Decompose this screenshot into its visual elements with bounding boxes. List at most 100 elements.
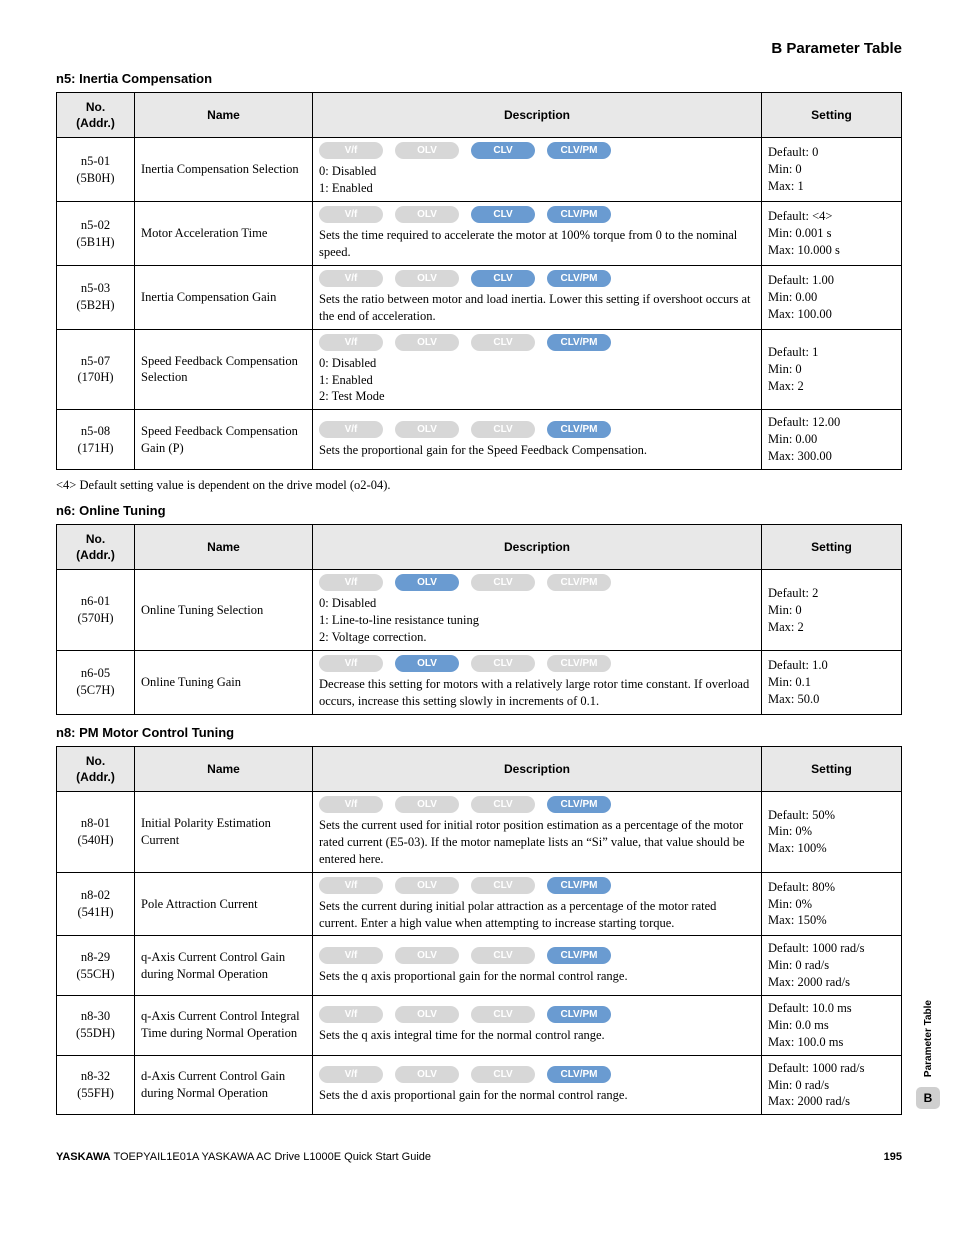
- mode-badge: CLV/PM: [547, 421, 611, 438]
- col-no: No.(Addr.): [57, 746, 135, 791]
- table-row: n8-29(55CH)q-Axis Current Control Gain d…: [57, 936, 902, 996]
- table-row: n6-01(570H)Online Tuning SelectionV/fOLV…: [57, 570, 902, 651]
- param-no: n5-03(5B2H): [57, 265, 135, 329]
- mode-badge: OLV: [395, 655, 459, 672]
- table-row: n5-08(171H)Speed Feedback Compensation G…: [57, 410, 902, 470]
- param-name: q-Axis Current Control Integral Time dur…: [135, 996, 313, 1056]
- table-row: n5-01(5B0H)Inertia Compensation Selectio…: [57, 138, 902, 202]
- mode-badge: OLV: [395, 421, 459, 438]
- param-setting: Default: 0Min: 0Max: 1: [762, 138, 902, 202]
- param-setting: Default: <4>Min: 0.001 sMax: 10.000 s: [762, 202, 902, 266]
- param-description: V/fOLVCLVCLV/PMDecrease this setting for…: [313, 650, 762, 714]
- table-row: n5-02(5B1H)Motor Acceleration TimeV/fOLV…: [57, 202, 902, 266]
- mode-badge: OLV: [395, 142, 459, 159]
- col-desc: Description: [313, 524, 762, 569]
- param-no: n8-02(541H): [57, 872, 135, 936]
- param-setting: Default: 12.00Min: 0.00Max: 300.00: [762, 410, 902, 470]
- param-name: Online Tuning Selection: [135, 570, 313, 651]
- mode-badge: V/f: [319, 1066, 383, 1083]
- param-desc-text: 0: Disabled1: Line-to-line resistance tu…: [319, 595, 755, 646]
- param-name: Online Tuning Gain: [135, 650, 313, 714]
- mode-badge: V/f: [319, 796, 383, 813]
- mode-badges: V/fOLVCLVCLV/PM: [319, 421, 755, 438]
- param-desc-text: 0: Disabled1: Enabled2: Test Mode: [319, 355, 755, 406]
- param-setting: Default: 1.00Min: 0.00Max: 100.00: [762, 265, 902, 329]
- param-no: n8-29(55CH): [57, 936, 135, 996]
- mode-badges: V/fOLVCLVCLV/PM: [319, 142, 755, 159]
- mode-badges: V/fOLVCLVCLV/PM: [319, 206, 755, 223]
- mode-badge: CLV: [471, 334, 535, 351]
- mode-badge: V/f: [319, 877, 383, 894]
- mode-badge: V/f: [319, 270, 383, 287]
- col-setting: Setting: [762, 524, 902, 569]
- section-title: n6: Online Tuning: [56, 503, 902, 518]
- mode-badge: CLV: [471, 206, 535, 223]
- mode-badge: OLV: [395, 206, 459, 223]
- col-desc: Description: [313, 93, 762, 138]
- param-description: V/fOLVCLVCLV/PMSets the ratio between mo…: [313, 265, 762, 329]
- param-no: n8-30(55DH): [57, 996, 135, 1056]
- mode-badge: CLV: [471, 877, 535, 894]
- col-name: Name: [135, 746, 313, 791]
- side-tab: Parameter Table B: [916, 1000, 940, 1109]
- footer-text: TOEPYAIL1E01A YASKAWA AC Drive L1000E Qu…: [111, 1151, 431, 1163]
- param-no: n5-07(170H): [57, 329, 135, 410]
- param-setting: Default: 80%Min: 0%Max: 150%: [762, 872, 902, 936]
- mode-badge: CLV: [471, 142, 535, 159]
- param-no: n5-01(5B0H): [57, 138, 135, 202]
- mode-badges: V/fOLVCLVCLV/PM: [319, 1066, 755, 1083]
- col-setting: Setting: [762, 93, 902, 138]
- param-desc-text: Sets the q axis integral time for the no…: [319, 1027, 755, 1044]
- mode-badge: CLV/PM: [547, 270, 611, 287]
- param-no: n6-01(570H): [57, 570, 135, 651]
- param-desc-text: Sets the current used for initial rotor …: [319, 817, 755, 868]
- param-setting: Default: 1000 rad/sMin: 0 rad/sMax: 2000…: [762, 1055, 902, 1115]
- mode-badge: V/f: [319, 947, 383, 964]
- param-name: Inertia Compensation Selection: [135, 138, 313, 202]
- mode-badge: CLV: [471, 1006, 535, 1023]
- mode-badge: CLV: [471, 574, 535, 591]
- mode-badge: OLV: [395, 1006, 459, 1023]
- page-header: B Parameter Table: [56, 40, 902, 57]
- mode-badge: CLV: [471, 796, 535, 813]
- section-title: n8: PM Motor Control Tuning: [56, 725, 902, 740]
- table-row: n5-07(170H)Speed Feedback Compensation S…: [57, 329, 902, 410]
- mode-badge: OLV: [395, 877, 459, 894]
- param-name: Speed Feedback Compensation Gain (P): [135, 410, 313, 470]
- param-description: V/fOLVCLVCLV/PM Sets the proportional gai…: [313, 410, 762, 470]
- side-tab-chip: B: [916, 1087, 940, 1109]
- parameter-table: No.(Addr.)NameDescriptionSettingn8-01(54…: [56, 746, 902, 1116]
- param-desc-text: Sets the time required to accelerate the…: [319, 227, 755, 261]
- mode-badges: V/fOLVCLVCLV/PM: [319, 655, 755, 672]
- param-name: Motor Acceleration Time: [135, 202, 313, 266]
- table-row: n6-05(5C7H)Online Tuning GainV/fOLVCLVCL…: [57, 650, 902, 714]
- param-no: n5-08(171H): [57, 410, 135, 470]
- mode-badges: V/fOLVCLVCLV/PM: [319, 574, 755, 591]
- param-description: V/fOLVCLVCLV/PMSets the current used for…: [313, 792, 762, 873]
- mode-badges: V/fOLVCLVCLV/PM: [319, 947, 755, 964]
- table-row: n5-03(5B2H)Inertia Compensation GainV/fO…: [57, 265, 902, 329]
- mode-badge: CLV/PM: [547, 1066, 611, 1083]
- footnote: <4> Default setting value is dependent o…: [56, 478, 902, 493]
- mode-badge: CLV/PM: [547, 655, 611, 672]
- table-row: n8-01(540H)Initial Polarity Estimation C…: [57, 792, 902, 873]
- mode-badge: OLV: [395, 270, 459, 287]
- param-name: Speed Feedback Compensation Selection: [135, 329, 313, 410]
- mode-badge: V/f: [319, 334, 383, 351]
- mode-badges: V/fOLVCLVCLV/PM: [319, 270, 755, 287]
- param-name: q-Axis Current Control Gain during Norma…: [135, 936, 313, 996]
- side-tab-label: Parameter Table: [923, 1000, 934, 1077]
- col-setting: Setting: [762, 746, 902, 791]
- mode-badge: CLV/PM: [547, 1006, 611, 1023]
- mode-badge: CLV/PM: [547, 142, 611, 159]
- col-name: Name: [135, 93, 313, 138]
- param-desc-text: Sets the proportional gain for the Speed…: [319, 442, 755, 459]
- param-setting: Default: 10.0 msMin: 0.0 msMax: 100.0 ms: [762, 996, 902, 1056]
- param-desc-text: 0: Disabled1: Enabled: [319, 163, 755, 197]
- mode-badge: OLV: [395, 574, 459, 591]
- param-no: n8-01(540H): [57, 792, 135, 873]
- mode-badge: CLV: [471, 655, 535, 672]
- param-desc-text: Sets the d axis proportional gain for th…: [319, 1087, 755, 1104]
- table-row: n8-30(55DH)q-Axis Current Control Integr…: [57, 996, 902, 1056]
- col-desc: Description: [313, 746, 762, 791]
